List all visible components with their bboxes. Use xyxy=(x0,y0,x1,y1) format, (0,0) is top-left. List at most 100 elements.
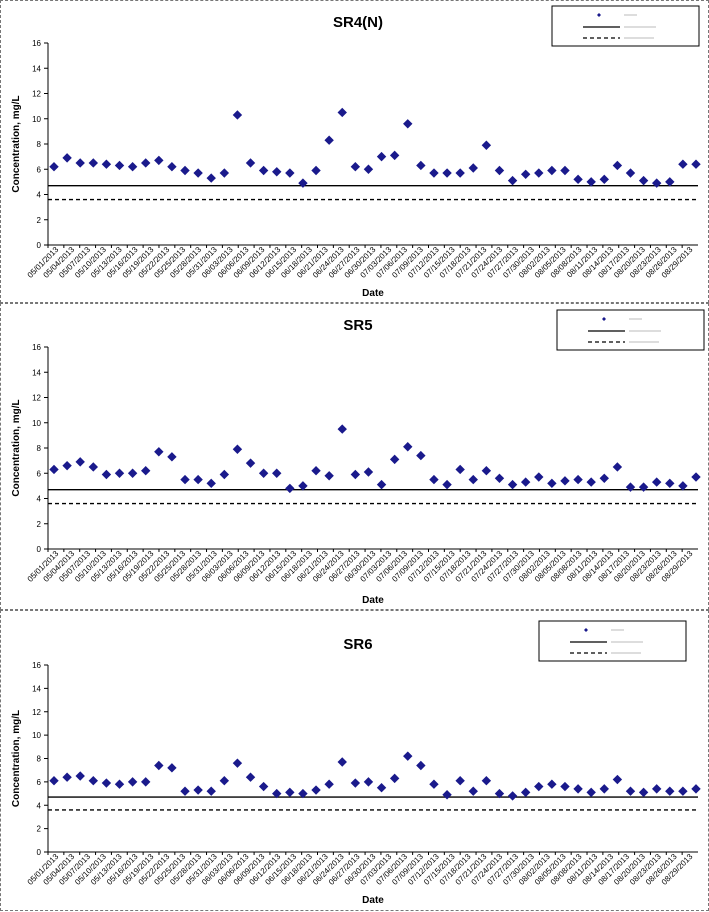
data-point xyxy=(507,175,518,186)
data-point xyxy=(389,454,400,465)
legend-box xyxy=(551,5,700,47)
data-point xyxy=(114,468,125,478)
data-point xyxy=(416,760,426,771)
data-point xyxy=(350,469,361,480)
data-point xyxy=(337,757,347,767)
legend-box xyxy=(538,620,687,662)
data-point xyxy=(442,168,452,178)
data-point xyxy=(167,452,177,462)
data-point xyxy=(651,178,662,188)
data-point xyxy=(586,477,596,487)
data-point xyxy=(127,468,138,478)
data-point xyxy=(324,471,334,481)
data-point xyxy=(154,760,164,771)
y-tick-label: 4 xyxy=(37,191,42,200)
data-point xyxy=(573,474,583,485)
data-point xyxy=(429,474,439,485)
y-tick-label: 12 xyxy=(32,394,41,403)
data-point xyxy=(429,168,439,178)
data-point xyxy=(547,165,557,176)
data-point xyxy=(193,168,203,178)
data-point xyxy=(219,775,230,786)
data-point xyxy=(612,774,623,785)
y-tick-label: 0 xyxy=(37,848,42,857)
data-point xyxy=(612,160,623,171)
data-point xyxy=(494,473,505,484)
data-point xyxy=(337,424,347,434)
data-point xyxy=(599,174,609,185)
data-point xyxy=(298,788,308,799)
x-axis-label: Date xyxy=(362,595,384,606)
data-point xyxy=(298,481,308,491)
data-point xyxy=(180,786,190,796)
data-point xyxy=(376,479,387,490)
y-axis-label: Concentration, mg/L xyxy=(11,399,22,496)
data-point xyxy=(232,110,243,120)
chart-svg: SR6024681012141605/01/201305/04/201305/0… xyxy=(11,620,701,906)
data-point xyxy=(691,472,701,482)
data-point xyxy=(154,447,164,457)
data-point xyxy=(114,779,125,789)
data-point xyxy=(625,786,636,796)
y-tick-label: 14 xyxy=(32,368,41,377)
y-tick-label: 10 xyxy=(32,731,41,740)
data-point xyxy=(612,462,623,472)
data-point xyxy=(403,119,413,129)
y-tick-label: 10 xyxy=(32,115,41,124)
y-tick-label: 2 xyxy=(37,216,42,225)
data-point xyxy=(114,160,125,171)
data-point xyxy=(88,775,99,786)
data-point xyxy=(101,469,112,480)
data-point xyxy=(481,775,492,786)
chart-title: SR5 xyxy=(343,317,372,334)
data-point xyxy=(101,159,112,169)
data-point xyxy=(481,140,492,150)
data-point xyxy=(625,168,636,178)
data-point xyxy=(376,151,387,162)
data-point xyxy=(429,779,439,789)
y-tick-label: 14 xyxy=(32,64,41,73)
data-point xyxy=(468,786,478,796)
y-tick-label: 12 xyxy=(32,90,41,99)
data-point xyxy=(75,457,85,467)
data-point xyxy=(455,775,465,786)
data-point xyxy=(507,479,518,490)
data-point xyxy=(350,162,361,172)
y-axis-label: Concentration, mg/L xyxy=(11,710,22,807)
data-point xyxy=(206,478,216,489)
data-point xyxy=(416,160,426,171)
y-tick-label: 16 xyxy=(32,661,41,670)
data-point xyxy=(560,165,570,176)
data-point xyxy=(272,167,282,177)
data-point xyxy=(62,772,72,782)
y-tick-label: 2 xyxy=(37,520,42,529)
data-point xyxy=(403,442,413,452)
data-point xyxy=(324,135,334,145)
data-point xyxy=(49,162,59,172)
data-point xyxy=(245,158,256,168)
data-point xyxy=(62,153,72,163)
data-point xyxy=(62,460,72,471)
y-tick-label: 14 xyxy=(32,684,41,693)
chart-panel-sr5: SR5 0 2 4 6 8 10 12 14 16 05/01/2013 05/04/2013 05/0… xyxy=(0,303,709,610)
data-point xyxy=(167,162,177,172)
data-point xyxy=(154,155,164,166)
data-point xyxy=(560,476,570,486)
data-point xyxy=(298,178,308,188)
data-point xyxy=(494,165,505,176)
data-point xyxy=(520,477,531,487)
data-point xyxy=(638,482,649,492)
y-tick-label: 4 xyxy=(37,801,42,810)
y-tick-label: 6 xyxy=(37,165,42,174)
data-point xyxy=(127,777,138,787)
data-point xyxy=(507,791,518,801)
data-point xyxy=(272,468,282,478)
data-point xyxy=(167,763,177,773)
data-point xyxy=(573,784,583,794)
data-point xyxy=(311,466,321,476)
data-point xyxy=(586,177,596,187)
data-point xyxy=(232,758,243,768)
data-point xyxy=(455,168,465,178)
chart-title: SR6 xyxy=(343,636,372,653)
data-point xyxy=(691,159,701,169)
